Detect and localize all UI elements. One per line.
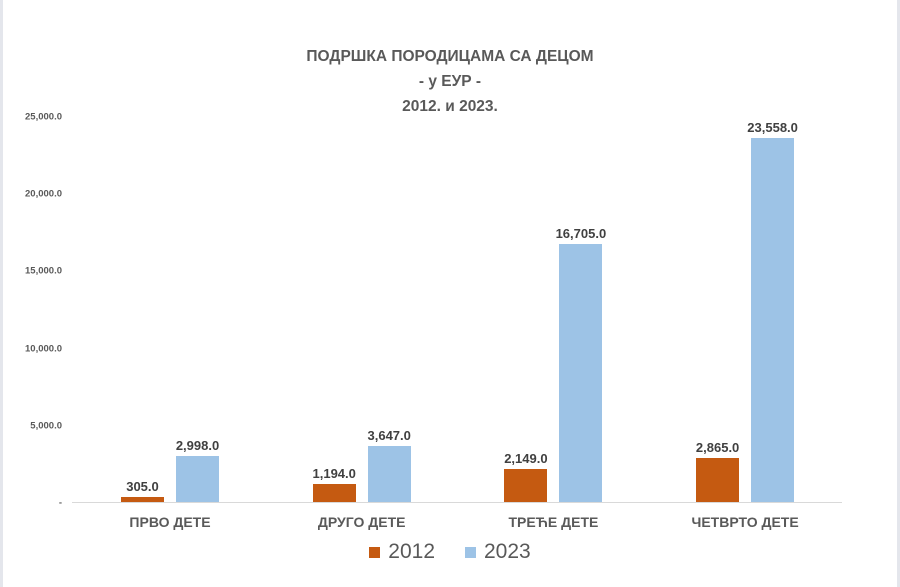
data-label-2012: 1,194.0 <box>312 465 356 481</box>
x-category-label: ДРУГО ДЕТЕ <box>317 514 406 530</box>
data-label-2023: 23,558.0 <box>747 120 798 136</box>
y-tick-label: 15,000.0 <box>25 265 62 277</box>
chart-subtitle-years: 2012. и 2023. <box>402 98 498 115</box>
legend-label-2012: 2012 <box>388 540 435 563</box>
right-edge <box>897 0 900 587</box>
y-tick-label: 25,000.0 <box>25 111 62 123</box>
bar-2023[interactable] <box>559 244 603 502</box>
bar-2023[interactable] <box>176 455 219 502</box>
data-label-2023: 16,705.0 <box>555 226 607 242</box>
y-tick-label: 5,000.0 <box>30 420 62 432</box>
left-edge <box>0 0 3 587</box>
data-label-2023: 3,647.0 <box>367 427 411 443</box>
chart-title: ПОДРШКА ПОРОДИЦАМА СА ДЕЦОМ <box>306 48 594 65</box>
x-category-label: ЧЕТВРТО ДЕТЕ <box>691 514 799 530</box>
bar-2012[interactable] <box>504 468 548 502</box>
bar-2012[interactable] <box>121 497 164 502</box>
legend-swatch-2012-icon <box>369 546 381 558</box>
data-label-2012: 2,865.0 <box>695 439 740 455</box>
y-tick-label: - <box>58 497 62 509</box>
y-tick-label: 10,000.0 <box>25 343 62 355</box>
legend-label-2023: 2023 <box>484 540 531 563</box>
data-label-2012: 305.0 <box>126 479 159 495</box>
legend: 2012 2023 <box>0 540 900 564</box>
chart-subtitle-currency: - у ЕУР - <box>418 73 482 90</box>
bar-2012[interactable] <box>696 457 740 502</box>
x-category-label: ТРЕЋЕ ДЕТЕ <box>508 514 599 530</box>
legend-item-2012[interactable]: 2012 <box>369 540 435 564</box>
legend-swatch-2023-icon <box>465 546 476 558</box>
x-axis-baseline <box>72 502 842 503</box>
bar-2023[interactable] <box>751 138 795 502</box>
data-label-2023: 2,998.0 <box>175 437 220 453</box>
legend-item-2023[interactable]: 2023 <box>465 540 531 564</box>
bar-2012[interactable] <box>312 483 356 502</box>
data-label-2012: 2,149.0 <box>504 450 548 466</box>
x-category-label: ПРВО ДЕТЕ <box>129 514 211 530</box>
bar-2023[interactable] <box>367 445 411 502</box>
y-tick-label: 20,000.0 <box>25 188 62 200</box>
